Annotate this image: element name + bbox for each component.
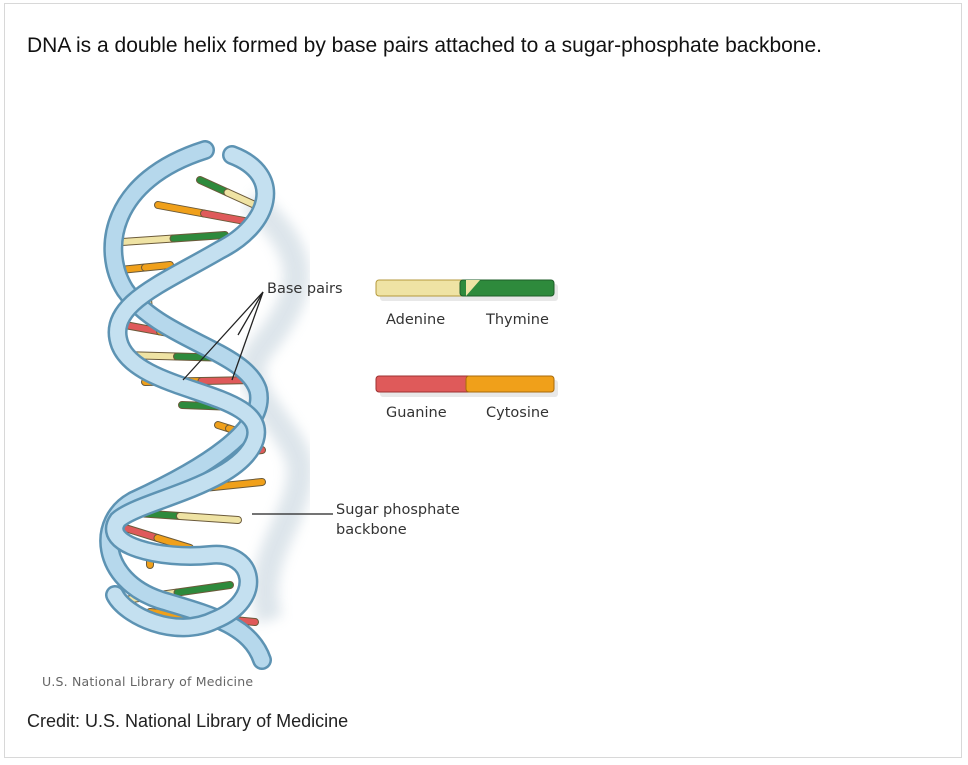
base-pair-1-half-b [201, 210, 253, 225]
figure-caption: DNA is a double helix formed by base pai… [27, 34, 822, 57]
legend-adenine: Adenine [386, 312, 445, 328]
label-backbone-line2: backbone [336, 522, 407, 538]
base-pair-0-half-b [224, 189, 258, 208]
base-pair-2-half-b [170, 232, 228, 242]
watermark-nlm: U.S. National Library of Medicine [42, 674, 253, 689]
legend-cytosine: Cytosine [486, 405, 549, 421]
figure-credit: Credit: U.S. National Library of Medicin… [27, 711, 349, 731]
base-pair-3-half-b [142, 262, 173, 271]
legend-guanine: Guanine [386, 405, 447, 421]
base-pair-2-half-a [119, 235, 177, 245]
base-pair-12-half-b [177, 513, 241, 523]
legend-thymine: Thymine [485, 312, 549, 328]
legend-guanine-cytosine: Guanine Cytosine [375, 375, 558, 421]
base-pair-13-half-a [122, 525, 161, 541]
base-pair-1-half-a [155, 202, 207, 217]
base-pairs-pointer [182, 291, 264, 381]
base-pair-5-half-a [122, 322, 163, 335]
base-pair-15-half-b [174, 582, 233, 596]
legend-adenine-thymine: Adenine Thymine [375, 279, 558, 328]
base-pair-11-half-b [210, 479, 265, 490]
label-backbone-line1: Sugar phosphate [336, 502, 460, 518]
base-pair-0-half-a [197, 177, 231, 196]
label-base-pairs: Base pairs [267, 281, 343, 297]
